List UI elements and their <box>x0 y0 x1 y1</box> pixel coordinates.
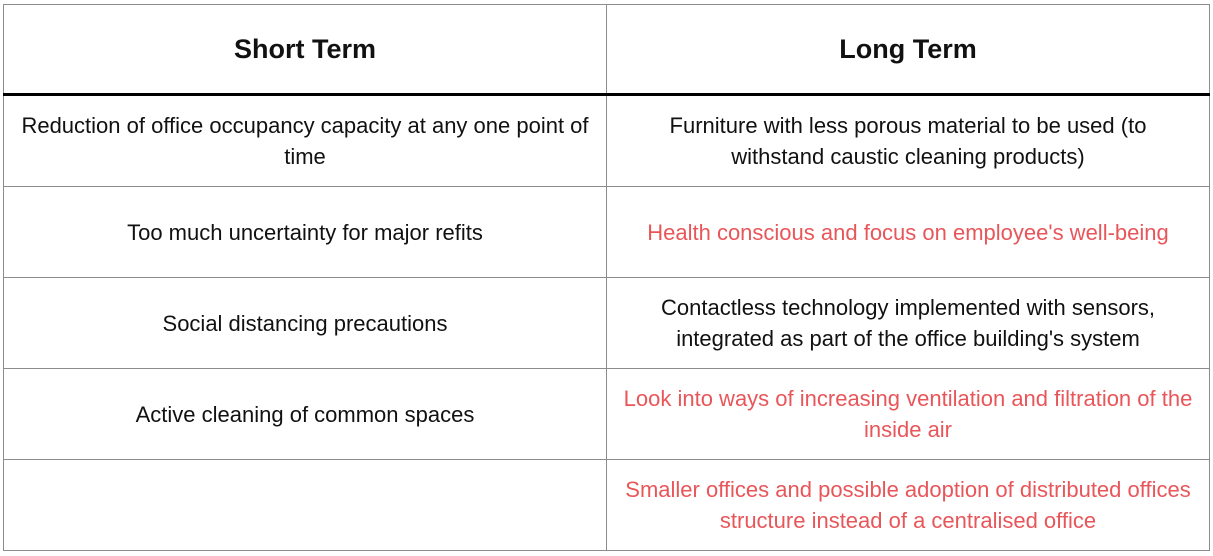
table-row: Too much uncertainty for major refits He… <box>3 186 1210 278</box>
long-term-cell: Smaller offices and possible adoption of… <box>606 459 1210 551</box>
table-row: Smaller offices and possible adoption of… <box>3 459 1210 551</box>
header-short-term: Short Term <box>3 4 607 96</box>
header-long-term: Long Term <box>606 4 1210 96</box>
short-term-cell: Social distancing precautions <box>3 277 607 369</box>
table-row: Social distancing precautions Contactles… <box>3 277 1210 369</box>
comparison-table: Short Term Long Term Reduction of office… <box>3 4 1210 551</box>
long-term-cell: Look into ways of increasing ventilation… <box>606 368 1210 460</box>
comparison-table-container: Short Term Long Term Reduction of office… <box>3 4 1210 552</box>
long-term-cell: Contactless technology implemented with … <box>606 277 1210 369</box>
long-term-cell: Health conscious and focus on employee's… <box>606 186 1210 278</box>
table-row: Reduction of office occupancy capacity a… <box>3 94 1210 187</box>
short-term-cell: Too much uncertainty for major refits <box>3 186 607 278</box>
short-term-cell: Active cleaning of common spaces <box>3 368 607 460</box>
long-term-cell: Furniture with less porous material to b… <box>606 94 1210 187</box>
short-term-cell <box>3 459 607 551</box>
header-row: Short Term Long Term <box>3 4 1210 96</box>
short-term-cell: Reduction of office occupancy capacity a… <box>3 94 607 187</box>
table-row: Active cleaning of common spaces Look in… <box>3 368 1210 460</box>
